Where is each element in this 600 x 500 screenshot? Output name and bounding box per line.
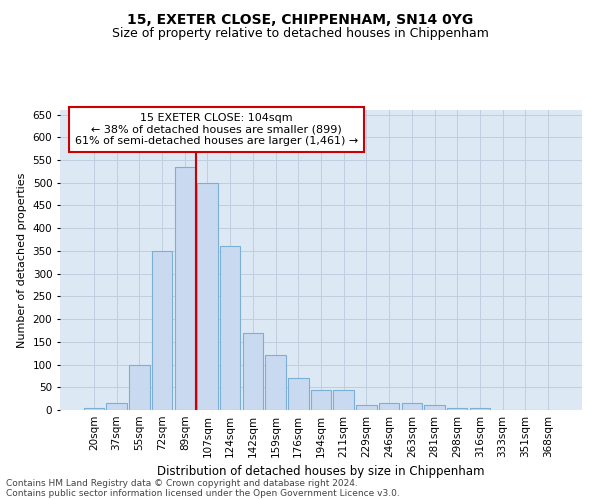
Bar: [379, 403, 400, 410]
Bar: [175, 167, 195, 410]
Bar: [334, 390, 354, 410]
Bar: [129, 364, 149, 410]
Text: 15, EXETER CLOSE, CHIPPENHAM, SN14 0YG: 15, EXETER CLOSE, CHIPPENHAM, SN14 0YG: [127, 12, 473, 26]
Bar: [84, 408, 104, 410]
Text: Contains public sector information licensed under the Open Government Licence v3: Contains public sector information licen…: [6, 488, 400, 498]
Bar: [356, 406, 377, 410]
Bar: [311, 390, 331, 410]
Bar: [424, 406, 445, 410]
Text: Contains HM Land Registry data © Crown copyright and database right 2024.: Contains HM Land Registry data © Crown c…: [6, 478, 358, 488]
Bar: [220, 246, 241, 410]
Bar: [242, 332, 263, 410]
Bar: [288, 378, 308, 410]
Bar: [401, 403, 422, 410]
Bar: [106, 403, 127, 410]
Text: 15 EXETER CLOSE: 104sqm
← 38% of detached houses are smaller (899)
61% of semi-d: 15 EXETER CLOSE: 104sqm ← 38% of detache…: [75, 113, 358, 146]
Bar: [152, 251, 172, 410]
Y-axis label: Number of detached properties: Number of detached properties: [17, 172, 27, 348]
X-axis label: Distribution of detached houses by size in Chippenham: Distribution of detached houses by size …: [157, 466, 485, 478]
Bar: [470, 408, 490, 410]
Bar: [447, 408, 467, 410]
Bar: [197, 182, 218, 410]
Text: Size of property relative to detached houses in Chippenham: Size of property relative to detached ho…: [112, 28, 488, 40]
Bar: [265, 356, 286, 410]
